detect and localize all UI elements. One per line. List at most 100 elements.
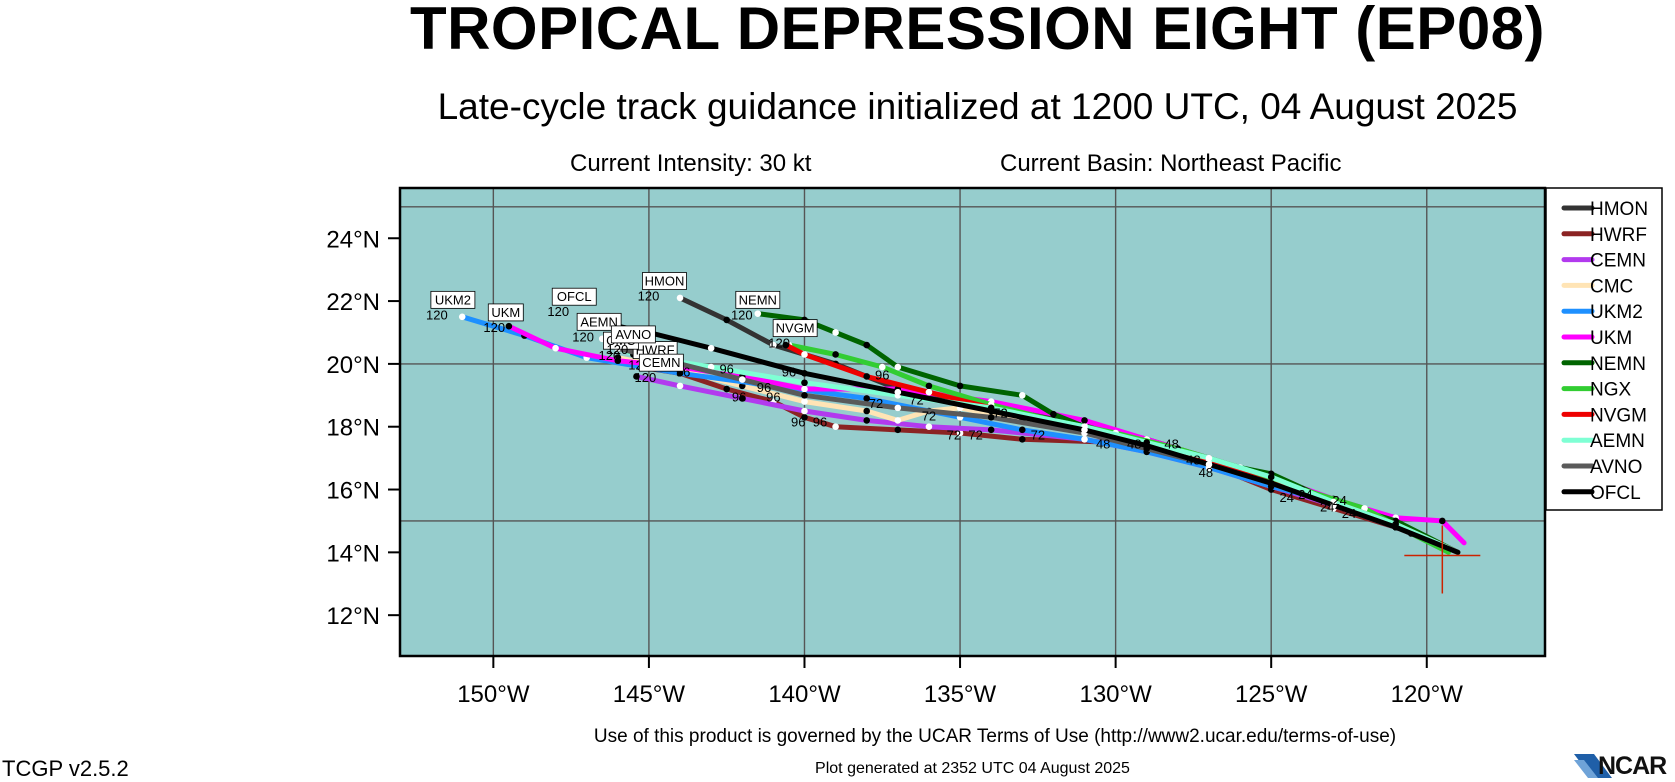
legend-entry-ngx: NGX xyxy=(1590,380,1632,401)
y-tick-label: 20°N xyxy=(326,352,380,379)
grid-lines xyxy=(400,188,1545,656)
track-point-aemn xyxy=(801,379,808,387)
x-tick-label: 150°W xyxy=(457,681,530,708)
track-point-cmc xyxy=(801,398,808,405)
tau-label: 48 xyxy=(1127,437,1141,452)
track-point-aemn xyxy=(1205,454,1213,462)
legend-entry-ukm2: UKM2 xyxy=(1590,302,1643,323)
track-point-ngx xyxy=(832,351,839,358)
legend-entry-hwrf: HWRF xyxy=(1590,225,1647,246)
tau-label: 48 xyxy=(1186,452,1200,467)
track-point-cmc xyxy=(863,407,871,415)
model-label-cemn: CEMN xyxy=(642,355,680,370)
legend-entry-hmon: HMON xyxy=(1590,199,1648,220)
track-point-ngx xyxy=(925,382,933,390)
tau-label: 72 xyxy=(993,405,1007,420)
tau-label: 96 xyxy=(813,415,827,430)
track-point-hmon xyxy=(676,294,684,302)
track-point-avno xyxy=(894,404,902,412)
track-point-ukm xyxy=(1081,417,1088,424)
x-tick-label: 135°W xyxy=(924,681,997,708)
track-point-nemn xyxy=(894,363,902,371)
tau-label: 48 xyxy=(1164,437,1178,452)
tau-label: 96 xyxy=(732,390,746,405)
track-point-nvgm xyxy=(863,373,871,380)
terms-of-use: Use of this product is governed by the U… xyxy=(593,726,1397,747)
track-point-ofcl xyxy=(1081,426,1088,434)
track-point-ofcl xyxy=(707,344,715,352)
model-end-hour-aemn: 120 xyxy=(572,329,594,344)
page-title: TROPICAL DEPRESSION EIGHT (EP08) xyxy=(409,0,1546,62)
model-label-box-ofcl xyxy=(551,287,597,306)
track-point-nvgm xyxy=(801,351,808,358)
track-point-nemn xyxy=(1050,410,1057,418)
legend-entry-aemn: AEMN xyxy=(1590,431,1645,452)
tau-label: 72 xyxy=(869,396,883,411)
map-frame xyxy=(398,186,1547,658)
legend-entry-ofcl: OFCL xyxy=(1590,483,1641,504)
model-label-avno: AVNO xyxy=(615,327,651,342)
model-label-ukm: UKM xyxy=(491,305,520,320)
y-tick-label: 16°N xyxy=(326,478,380,505)
track-point-hmon xyxy=(770,341,777,349)
model-end-hour-ukm2: 120 xyxy=(426,307,448,322)
tau-label: 72 xyxy=(968,427,982,442)
tau-label: 96 xyxy=(791,415,805,430)
tau-label: 96 xyxy=(719,361,733,376)
y-tick-label: 12°N xyxy=(326,603,380,630)
track-point-hwrf xyxy=(801,413,808,421)
track-point-hwrf xyxy=(956,429,964,437)
tau-label: 72 xyxy=(1031,427,1045,442)
track-point-ofcl xyxy=(1267,479,1275,487)
track-point-nvgm xyxy=(782,341,790,349)
legend-entry-ukm: UKM xyxy=(1590,328,1632,349)
model-label-ukm2: UKM2 xyxy=(435,292,471,307)
model-label-aemn: AEMN xyxy=(580,314,618,329)
y-tick-label: 14°N xyxy=(326,540,380,567)
model-label-hmon: HMON xyxy=(645,274,685,289)
y-tick-label: 24°N xyxy=(326,226,380,253)
tau-label: 24 xyxy=(1280,490,1294,505)
track-point-avno xyxy=(738,376,746,383)
track-point-cemn xyxy=(676,382,684,390)
track-point-hwrf xyxy=(894,426,902,434)
model-end-hour-nvgm: 120 xyxy=(768,336,790,351)
model-end-hour-hmon: 120 xyxy=(638,289,660,304)
track-point-avno xyxy=(801,392,808,399)
tau-label: 48 xyxy=(1199,465,1213,480)
tau-label: 72 xyxy=(947,427,961,442)
model-label-box-ukm2 xyxy=(430,290,476,309)
track-point-ukm2 xyxy=(458,313,466,321)
track-point-avno xyxy=(987,413,995,421)
model-end-hour-cmc: 120 xyxy=(599,348,621,363)
track-point-nemn xyxy=(863,341,871,349)
tau-label: 96 xyxy=(766,390,780,405)
track-point-cemn xyxy=(738,395,746,402)
legend-entry-avno: AVNO xyxy=(1590,457,1642,478)
page-subtitle: Late-cycle track guidance initialized at… xyxy=(437,86,1518,127)
track-point-cemn xyxy=(925,423,933,431)
track-point-nvgm xyxy=(925,388,933,396)
current-basin: Current Basin: Northeast Pacific xyxy=(1000,150,1342,177)
track-point-ofcl xyxy=(1143,442,1151,449)
y-tick-label: 18°N xyxy=(326,415,380,442)
track-point-hwrf xyxy=(1018,435,1026,443)
track-point-ukm xyxy=(801,385,808,393)
track-point-cemn xyxy=(633,373,640,380)
track-point-nemn xyxy=(832,329,839,336)
x-tick-label: 140°W xyxy=(768,681,841,708)
axes: 150°W 145°W 140°W 135°W 130°W 125°W 120°W 12°N 1… xyxy=(326,186,1547,708)
model-label-nemn: NEMN xyxy=(739,292,777,307)
tau-label: 72 xyxy=(922,408,936,423)
tau-label: 96 xyxy=(757,380,771,395)
legend: HMON HWRF CEMN CMC UKM2 UKM NEMN NGX NVGM AEMN AVN… xyxy=(1545,187,1663,511)
model-label-box-avno xyxy=(610,325,656,344)
x-tick-label: 145°W xyxy=(613,681,686,708)
tau-label: 24 xyxy=(1342,506,1356,521)
x-tick-label: 120°W xyxy=(1391,681,1464,708)
track-point-ofcl xyxy=(1330,501,1337,509)
tau-label: 96 xyxy=(782,364,796,379)
track-point-aemn xyxy=(707,363,715,371)
model-labels: HMON120HWRF120CEMN120CMC120UKM2120UKM120… xyxy=(426,272,818,385)
